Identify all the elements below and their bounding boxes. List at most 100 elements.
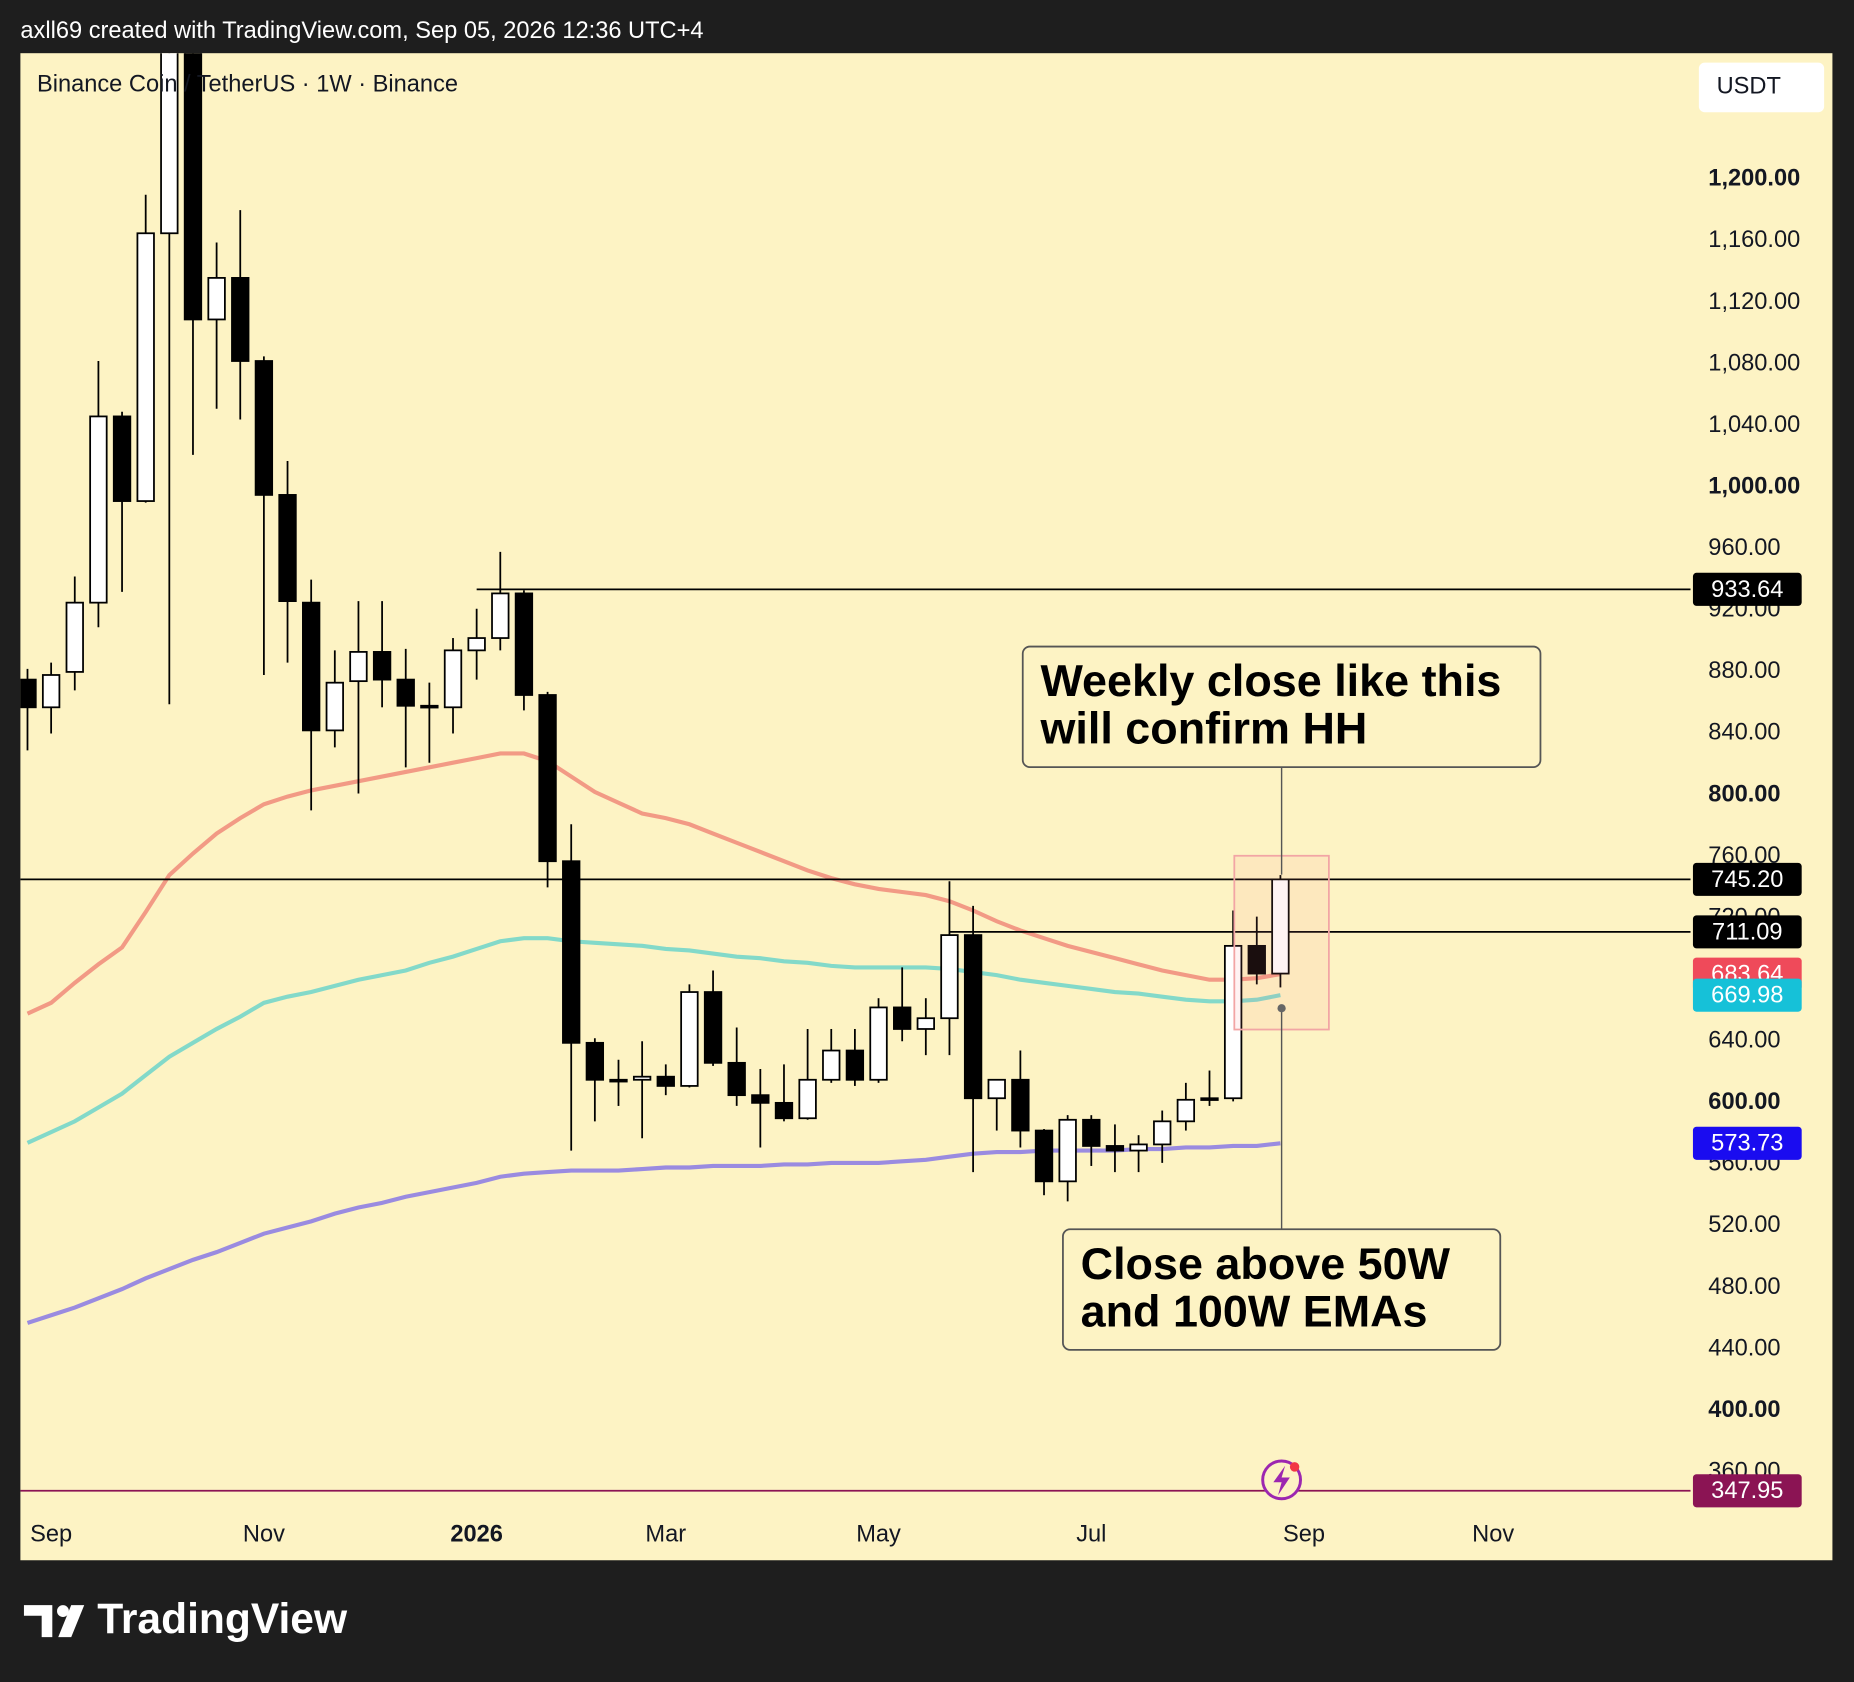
- candle-body: [987, 1078, 1006, 1100]
- candle-body: [1176, 1098, 1196, 1123]
- price-tag: [1692, 1474, 1802, 1508]
- candle-body: [160, 53, 179, 235]
- chart-title: Binance Coin / TetherUS · 1W · Binance: [37, 71, 458, 97]
- currency-button[interactable]: [1698, 62, 1825, 113]
- candle-body: [325, 681, 344, 732]
- callout-text: and 100W EMAs: [1081, 1285, 1428, 1336]
- candle-body: [278, 494, 297, 602]
- candle-body: [1034, 1129, 1054, 1183]
- x-tick-label: Sep: [30, 1522, 72, 1548]
- alert-bolt[interactable]: [1273, 1465, 1290, 1496]
- callout-box: [1062, 1228, 1502, 1351]
- callout-text: Weekly close like this: [1040, 655, 1501, 706]
- y-tick-label: 880.00: [1708, 658, 1780, 684]
- brand-logo: [23, 1605, 85, 1638]
- y-tick-label: 1,080.00: [1708, 350, 1800, 376]
- ema-line: [26, 936, 1281, 1145]
- price-tag-label: 347.95: [1711, 1478, 1783, 1504]
- candle-body: [1011, 1078, 1030, 1132]
- candle-body: [112, 415, 132, 502]
- y-tick-label: 640.00: [1708, 1028, 1780, 1054]
- candle-body: [254, 360, 274, 496]
- x-tick-label: Nov: [1472, 1522, 1514, 1548]
- price-tag: [1692, 572, 1802, 606]
- price-tag: [1692, 1126, 1802, 1160]
- candle-body: [585, 1041, 605, 1081]
- candle-body: [609, 1078, 628, 1083]
- logo-part: [57, 1605, 69, 1617]
- candle-body: [845, 1049, 865, 1081]
- y-tick-label: 1,200.00: [1708, 166, 1800, 192]
- y-tick-label: 1,000.00: [1708, 473, 1800, 499]
- candle-body: [183, 53, 203, 321]
- y-tick-label: 1,160.00: [1708, 227, 1800, 253]
- candle-body: [491, 592, 510, 639]
- candle-body: [467, 637, 486, 652]
- x-tick-label: May: [856, 1522, 901, 1548]
- candle-body: [538, 694, 557, 863]
- brand-name: TradingView: [97, 1595, 348, 1643]
- y-tick-label: 960.00: [1708, 535, 1780, 561]
- y-tick-label: 800.00: [1708, 781, 1780, 807]
- candle-body: [1129, 1143, 1148, 1152]
- callout-text: Close above 50W: [1081, 1238, 1451, 1289]
- header: axll69 created with TradingView.com, Sep…: [20, 18, 703, 44]
- candle-body: [1200, 1097, 1219, 1101]
- candle-body: [869, 1006, 888, 1081]
- alert-dot[interactable]: [1289, 1462, 1300, 1472]
- candle-body: [798, 1078, 817, 1120]
- chart-background: [20, 53, 1833, 1561]
- candle-body: [1247, 944, 1266, 975]
- candle-body: [1223, 944, 1243, 1100]
- candle-body: [1082, 1118, 1101, 1147]
- candle-body: [443, 649, 463, 709]
- candle-body: [514, 592, 534, 696]
- connector-dot: [1277, 1004, 1286, 1013]
- y-tick-label: 1,120.00: [1708, 289, 1800, 315]
- candle-body: [916, 1017, 935, 1030]
- callout-text: will confirm HH: [1039, 703, 1367, 754]
- price-tag: [1692, 862, 1802, 896]
- candle-body: [1153, 1120, 1172, 1146]
- currency-label[interactable]: USDT: [1717, 74, 1781, 100]
- y-tick-label: 1,040.00: [1708, 412, 1800, 438]
- x-tick-label: 2026: [450, 1522, 503, 1548]
- price-tag-label: 933.64: [1711, 577, 1783, 603]
- candle-body: [372, 651, 392, 681]
- candle-body: [420, 704, 439, 709]
- candle-body: [727, 1061, 746, 1097]
- candle-body: [89, 415, 108, 604]
- candle-body: [822, 1049, 841, 1081]
- candle-body: [207, 277, 226, 321]
- price-tag: [1692, 978, 1802, 1012]
- highlight-box: [1233, 854, 1330, 1031]
- candle-body: [302, 601, 321, 732]
- candle-body: [680, 991, 699, 1087]
- candle-body: [656, 1075, 675, 1087]
- price-tag: [1692, 915, 1802, 949]
- x-tick-label: Mar: [645, 1522, 686, 1548]
- price-tag-label: 573.73: [1711, 1131, 1783, 1157]
- y-tick-label: 840.00: [1708, 720, 1780, 746]
- logo-part: [23, 1605, 53, 1638]
- candle-body: [703, 991, 723, 1064]
- candle-body: [20, 678, 37, 709]
- candle-body: [41, 674, 61, 709]
- y-tick-label: 520.00: [1708, 1212, 1780, 1238]
- candle-body: [231, 277, 250, 362]
- alert-icon[interactable]: [1261, 1459, 1302, 1501]
- y-tick-label: 440.00: [1708, 1335, 1780, 1361]
- y-tick-label: 480.00: [1708, 1274, 1780, 1300]
- y-tick-label: 600.00: [1708, 1089, 1780, 1115]
- price-tag-label: 669.98: [1711, 983, 1783, 1009]
- y-tick-label: 400.00: [1708, 1397, 1780, 1423]
- logo-part: [58, 1605, 85, 1638]
- candle-body: [396, 678, 415, 707]
- plot-area: [20, 53, 1691, 1492]
- x-tick-label: Nov: [243, 1522, 285, 1548]
- candle-body: [751, 1094, 770, 1104]
- candle-body: [893, 1006, 912, 1030]
- ema-line: [26, 751, 1281, 1016]
